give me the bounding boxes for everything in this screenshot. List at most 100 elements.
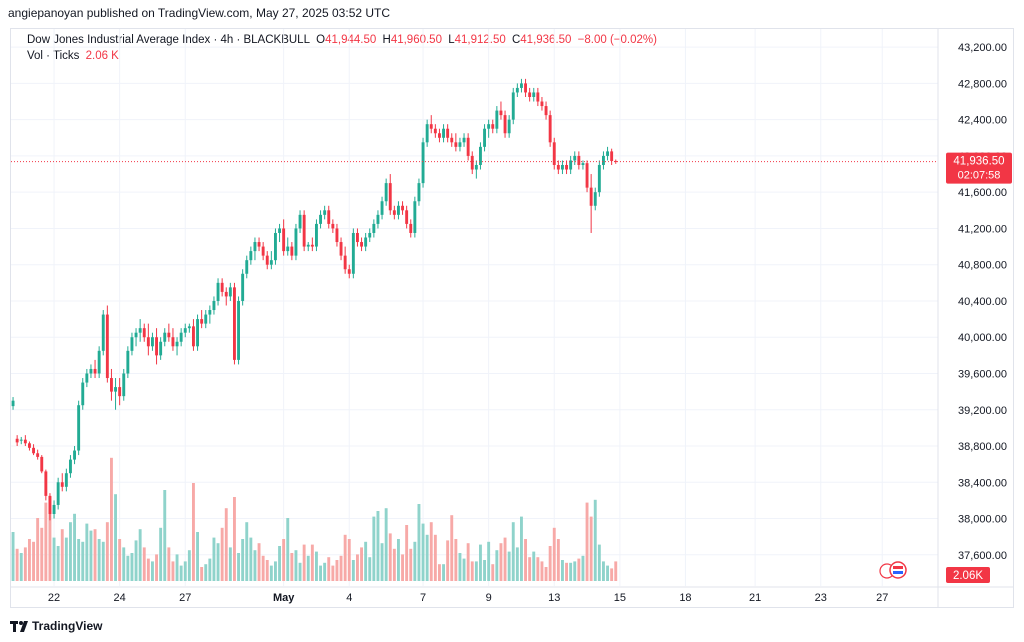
flag-stripe-icon: [893, 566, 903, 569]
volume-bar: [610, 568, 614, 581]
candle-body: [401, 205, 404, 211]
candle-body: [524, 83, 527, 93]
volume-bar: [73, 513, 76, 581]
candle-body: [540, 101, 544, 107]
current-volume-text: 2.06K: [953, 570, 983, 582]
volume-bar: [105, 522, 109, 581]
x-tick-label: 21: [749, 592, 761, 604]
x-tick-label: May: [273, 592, 295, 604]
candle-body: [360, 242, 363, 247]
volume-bar: [470, 561, 474, 581]
candle-body: [552, 142, 556, 165]
candle-body: [528, 92, 532, 97]
volume-bar: [146, 558, 150, 581]
candle-body: [331, 223, 335, 229]
candle-body: [581, 163, 585, 165]
volume-bar: [499, 543, 503, 581]
candle-body: [294, 228, 298, 256]
volume-bar: [233, 497, 236, 581]
candle-body: [327, 210, 331, 224]
y-tick-label: 40,800.00: [958, 260, 1007, 272]
volume-bar: [479, 544, 482, 581]
candle-body: [532, 92, 536, 97]
candle-body: [60, 482, 64, 487]
volume-bar: [306, 555, 310, 581]
x-tick-label: 15: [614, 592, 626, 604]
volume-bar: [265, 560, 269, 581]
candle-body: [417, 183, 421, 202]
candle-body: [577, 155, 581, 165]
candle-body: [11, 400, 15, 407]
candle-body: [105, 314, 109, 379]
volume-bar: [602, 561, 605, 581]
candle-body: [118, 387, 122, 397]
volume-bar: [220, 527, 224, 581]
candle-body: [130, 337, 134, 351]
volume-bar: [515, 547, 519, 581]
candle-body: [429, 124, 433, 129]
chart-frame[interactable]: Dow Jones Industrial Average Index · 4h …: [10, 28, 1014, 608]
symbol-label[interactable]: Dow Jones Industrial Average Index · 4h …: [27, 34, 310, 46]
current-price-tag: [946, 152, 1012, 184]
y-tick-label: 39,600.00: [958, 368, 1007, 380]
volume-bar: [356, 554, 359, 581]
candle-body: [347, 269, 351, 274]
candle-body: [356, 232, 359, 243]
volume-bar: [532, 551, 536, 581]
candle-body: [212, 300, 216, 311]
candle-body: [253, 242, 257, 252]
volume-bar: [593, 499, 597, 581]
current-volume-tag: [946, 567, 990, 583]
candle-body: [171, 337, 175, 347]
candle-body: [606, 151, 609, 156]
candle-body: [405, 210, 409, 224]
volume-bar: [69, 522, 72, 581]
volume-bar: [552, 527, 556, 581]
candle-body: [278, 228, 281, 233]
x-tick-label: 9: [486, 592, 492, 604]
volume-bar: [298, 562, 302, 581]
volume-bar: [159, 527, 163, 581]
candle-body: [138, 328, 142, 333]
volume-bar: [11, 532, 15, 581]
volume-bar: [524, 539, 527, 581]
candle-body: [343, 255, 347, 270]
candle-body: [614, 160, 618, 162]
candle-body: [319, 214, 322, 224]
candle-body: [122, 373, 126, 397]
volume-bar: [130, 553, 134, 581]
volume-value: 2.06 K: [85, 50, 119, 62]
candle-body: [200, 319, 204, 324]
volume-bar: [97, 539, 101, 581]
candle-body: [73, 450, 76, 460]
volume-label[interactable]: Vol · Ticks: [27, 50, 80, 62]
candle-body: [384, 183, 388, 202]
current-price-text: 41,936.50: [953, 156, 1004, 168]
candle-body: [28, 443, 31, 448]
ohlc-legend: Dow Jones Industrial Average Index · 4h …: [27, 34, 660, 46]
candle-body: [261, 246, 265, 256]
y-tick-label: 41,600.00: [958, 187, 1007, 199]
volume-bar: [85, 523, 89, 581]
high-label: H: [382, 34, 391, 46]
volume-bar: [569, 562, 573, 581]
volume-bar: [187, 550, 191, 581]
volume-bar: [228, 547, 232, 581]
volume-bar: [372, 516, 376, 581]
volume-bar: [573, 561, 577, 581]
volume-bar: [442, 564, 445, 581]
candle-body: [93, 368, 97, 374]
candle-body: [64, 473, 68, 487]
x-tick-label: 27: [876, 592, 888, 604]
volume-bar: [241, 539, 245, 581]
candle-body: [220, 282, 224, 292]
y-tick-label: 40,000.00: [958, 332, 1007, 344]
candle-body: [245, 260, 249, 274]
candle-body: [323, 210, 327, 215]
y-tick-label: 42,400.00: [958, 115, 1007, 127]
candle-body: [438, 133, 441, 138]
candle-body: [520, 83, 523, 88]
candle-body: [425, 124, 429, 143]
volume-bar: [278, 546, 281, 581]
